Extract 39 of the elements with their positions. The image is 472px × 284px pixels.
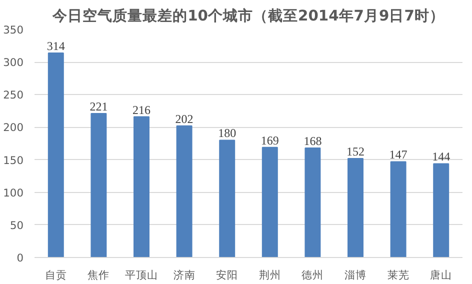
bar [90,113,107,258]
y-tick-label: 0 [16,252,24,264]
bar [262,146,278,258]
data-label: 152 [346,144,364,158]
y-tick-label: 150 [3,154,24,167]
data-label: 169 [260,133,279,148]
data-label: 202 [175,112,194,126]
y-tick-label: 250 [3,88,24,102]
y-tick-label: 200 [3,121,24,134]
data-label: 147 [389,148,408,162]
bar [390,161,406,258]
x-tick-label: 德州 [302,268,324,282]
chart-title: 今日空气质量最差的10个城市（截至2014年7月9日7时） [52,6,444,24]
bar [304,148,321,258]
y-tick-label: 350 [3,24,24,36]
data-label: 144 [432,150,450,164]
x-tick-label: 安阳 [216,268,238,282]
x-tick-label: 焦作 [88,268,110,282]
x-tick-label: 济南 [173,268,196,282]
y-tick-label: 50 [10,218,24,232]
bar [219,140,236,258]
data-label: 168 [304,134,322,148]
x-tick-label: 莱芜 [387,268,410,282]
bar [433,163,450,258]
bar [176,125,192,258]
data-label: 216 [132,102,150,117]
data-label: 180 [218,126,236,140]
y-tick-label: 100 [3,186,24,200]
y-tick-label: 300 [3,56,24,70]
x-tick-label: 荆州 [258,268,281,282]
x-tick-label: 平顶山 [125,268,158,282]
data-label: 314 [46,38,65,53]
bar [134,116,150,258]
bar [348,158,364,258]
x-tick-label: 唐山 [430,268,452,282]
x-tick-label: 自贡 [44,268,67,282]
bar [48,52,64,258]
data-label: 221 [90,100,108,114]
x-tick-label: 淄博 [344,268,366,282]
